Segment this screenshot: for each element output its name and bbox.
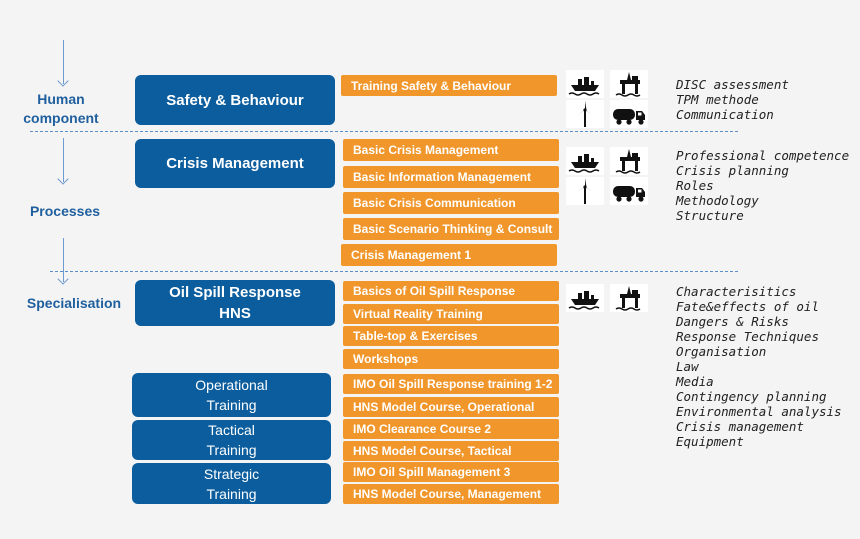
note-item: DISC assessment <box>676 77 789 92</box>
note-item: Equipment <box>676 434 744 449</box>
box-safety-behaviour-label: Safety & Behaviour <box>166 91 304 109</box>
note-item: Professional competence <box>676 148 850 163</box>
ship-icon <box>566 284 604 312</box>
tanker-truck-icon <box>610 100 648 128</box>
note-item: Fate&effects of oil <box>676 299 819 314</box>
oil-rig-icon <box>610 70 648 98</box>
note-item: Characterisitics <box>676 284 797 299</box>
box-crisis-management: Crisis Management <box>135 139 335 188</box>
wind-turbine-icon <box>566 100 604 128</box>
note-item: Environmental analysis <box>676 404 842 419</box>
course-workshops: Workshops <box>343 349 559 369</box>
box-strategic-training: Strategic Training <box>132 463 331 504</box>
course-hns-tactical: HNS Model Course, Tactical <box>343 441 559 461</box>
note-item: Communication <box>676 107 774 122</box>
box-tactical-training-label: Tactical Training <box>206 422 257 458</box>
course-imo-clearance: IMO Clearance Course 2 <box>343 419 559 439</box>
label-processes: Processes <box>29 203 101 219</box>
icons-crisis <box>566 147 650 207</box>
box-operational-training: Operational Training <box>132 373 331 417</box>
divider-2 <box>50 271 738 272</box>
arrow-down-2 <box>63 138 64 182</box>
course-basics-oil-spill: Basics of Oil Spill Response <box>343 281 559 301</box>
oil-rig-icon <box>610 147 648 175</box>
arrow-down-3 <box>63 238 64 282</box>
note-item: Methodology <box>676 193 759 208</box>
wind-turbine-icon <box>566 177 604 205</box>
note-item: TPM methode <box>676 92 759 107</box>
oil-rig-icon <box>610 284 648 312</box>
course-table-top: Table-top & Exercises <box>343 326 559 346</box>
course-hns-management: HNS Model Course, Management <box>343 484 559 504</box>
note-item: Media <box>676 374 714 389</box>
note-item: Contingency planning <box>676 389 827 404</box>
icons-oil-spill <box>566 284 650 314</box>
label-human-component: Human component <box>23 91 99 126</box>
course-imo-oil-spill-response: IMO Oil Spill Response training 1-2 <box>343 374 559 394</box>
course-basic-information-management: Basic Information Management <box>343 166 559 188</box>
note-item: Roles <box>676 178 714 193</box>
course-imo-oil-spill-management: IMO Oil Spill Management 3 <box>343 462 559 482</box>
ship-icon <box>566 70 604 98</box>
label-specialisation: Specialisation <box>26 295 122 311</box>
course-training-safety: Training Safety & Behaviour <box>341 75 557 96</box>
note-item: Crisis management <box>676 419 804 434</box>
box-operational-training-label: Operational Training <box>195 377 268 413</box>
note-item: Response Techniques <box>676 329 819 344</box>
notes-safety: DISC assessment TPM methode Communicatio… <box>676 77 789 122</box>
note-item: Organisation <box>676 344 767 359</box>
divider-1 <box>30 131 738 132</box>
note-item: Crisis planning <box>676 163 789 178</box>
box-crisis-management-label: Crisis Management <box>166 155 304 172</box>
course-basic-crisis-communication: Basic Crisis Communication <box>343 192 559 214</box>
note-item: Law <box>676 359 699 374</box>
course-crisis-management-1: Crisis Management 1 <box>341 244 557 266</box>
box-strategic-training-label: Strategic Training <box>203 465 260 502</box>
box-oil-spill-response: Oil Spill Response HNS <box>135 280 335 326</box>
tanker-truck-icon <box>610 177 648 205</box>
box-safety-behaviour: Safety & Behaviour <box>135 75 335 125</box>
course-hns-operational: HNS Model Course, Operational <box>343 397 559 417</box>
note-item: Structure <box>676 208 744 223</box>
ship-icon <box>566 147 604 175</box>
course-virtual-reality: Virtual Reality Training <box>343 304 559 324</box>
arrow-down-1 <box>63 40 64 84</box>
box-tactical-training: Tactical Training <box>132 420 331 460</box>
notes-oil-spill: Characterisitics Fate&effects of oil Dan… <box>676 284 842 449</box>
box-oil-spill-response-label: Oil Spill Response HNS <box>169 284 301 322</box>
icons-safety <box>566 70 650 130</box>
note-item: Dangers & Risks <box>676 314 789 329</box>
notes-crisis: Professional competence Crisis planning … <box>676 148 849 223</box>
course-basic-crisis-management: Basic Crisis Management <box>343 139 559 161</box>
course-basic-scenario-thinking: Basic Scenario Thinking & Consult <box>343 218 559 240</box>
